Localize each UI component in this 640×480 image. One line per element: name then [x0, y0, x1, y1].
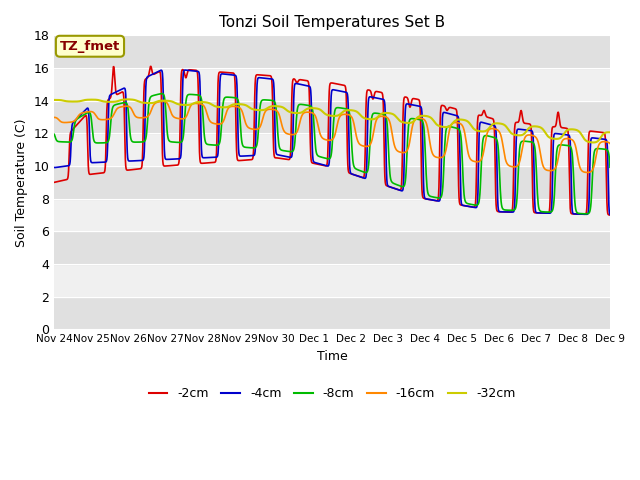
Text: TZ_fmet: TZ_fmet [60, 40, 120, 53]
X-axis label: Time: Time [317, 350, 348, 363]
Legend: -2cm, -4cm, -8cm, -16cm, -32cm: -2cm, -4cm, -8cm, -16cm, -32cm [143, 383, 521, 406]
Bar [54, 199, 610, 231]
Bar [54, 101, 610, 133]
Bar [54, 166, 610, 199]
Title: Tonzi Soil Temperatures Set B: Tonzi Soil Temperatures Set B [219, 15, 445, 30]
Y-axis label: Soil Temperature (C): Soil Temperature (C) [15, 118, 28, 247]
Bar [54, 36, 610, 68]
Bar [54, 231, 610, 264]
Bar [54, 264, 610, 297]
Bar [54, 297, 610, 329]
Bar [54, 68, 610, 101]
Bar [54, 133, 610, 166]
